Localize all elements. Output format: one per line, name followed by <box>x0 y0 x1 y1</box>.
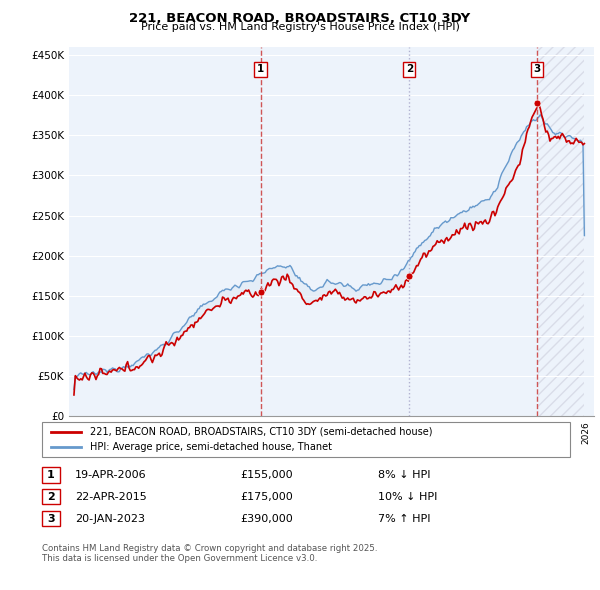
Text: £175,000: £175,000 <box>240 492 293 502</box>
Text: £155,000: £155,000 <box>240 470 293 480</box>
Text: 2: 2 <box>406 64 413 74</box>
Text: 221, BEACON ROAD, BROADSTAIRS, CT10 3DY: 221, BEACON ROAD, BROADSTAIRS, CT10 3DY <box>130 12 470 25</box>
Text: 1: 1 <box>47 470 55 480</box>
Text: 1: 1 <box>257 64 264 74</box>
Text: HPI: Average price, semi-detached house, Thanet: HPI: Average price, semi-detached house,… <box>90 442 332 453</box>
Text: 22-APR-2015: 22-APR-2015 <box>75 492 147 502</box>
Text: 10% ↓ HPI: 10% ↓ HPI <box>378 492 437 502</box>
Text: 20-JAN-2023: 20-JAN-2023 <box>75 514 145 523</box>
Text: 7% ↑ HPI: 7% ↑ HPI <box>378 514 431 523</box>
Text: Price paid vs. HM Land Registry's House Price Index (HPI): Price paid vs. HM Land Registry's House … <box>140 22 460 32</box>
Text: 221, BEACON ROAD, BROADSTAIRS, CT10 3DY (semi-detached house): 221, BEACON ROAD, BROADSTAIRS, CT10 3DY … <box>90 427 433 437</box>
Text: Contains HM Land Registry data © Crown copyright and database right 2025.
This d: Contains HM Land Registry data © Crown c… <box>42 544 377 563</box>
Text: 2: 2 <box>47 492 55 502</box>
Text: 3: 3 <box>47 514 55 523</box>
Text: 8% ↓ HPI: 8% ↓ HPI <box>378 470 431 480</box>
Text: 3: 3 <box>533 64 541 74</box>
Text: 19-APR-2006: 19-APR-2006 <box>75 470 146 480</box>
Text: £390,000: £390,000 <box>240 514 293 523</box>
